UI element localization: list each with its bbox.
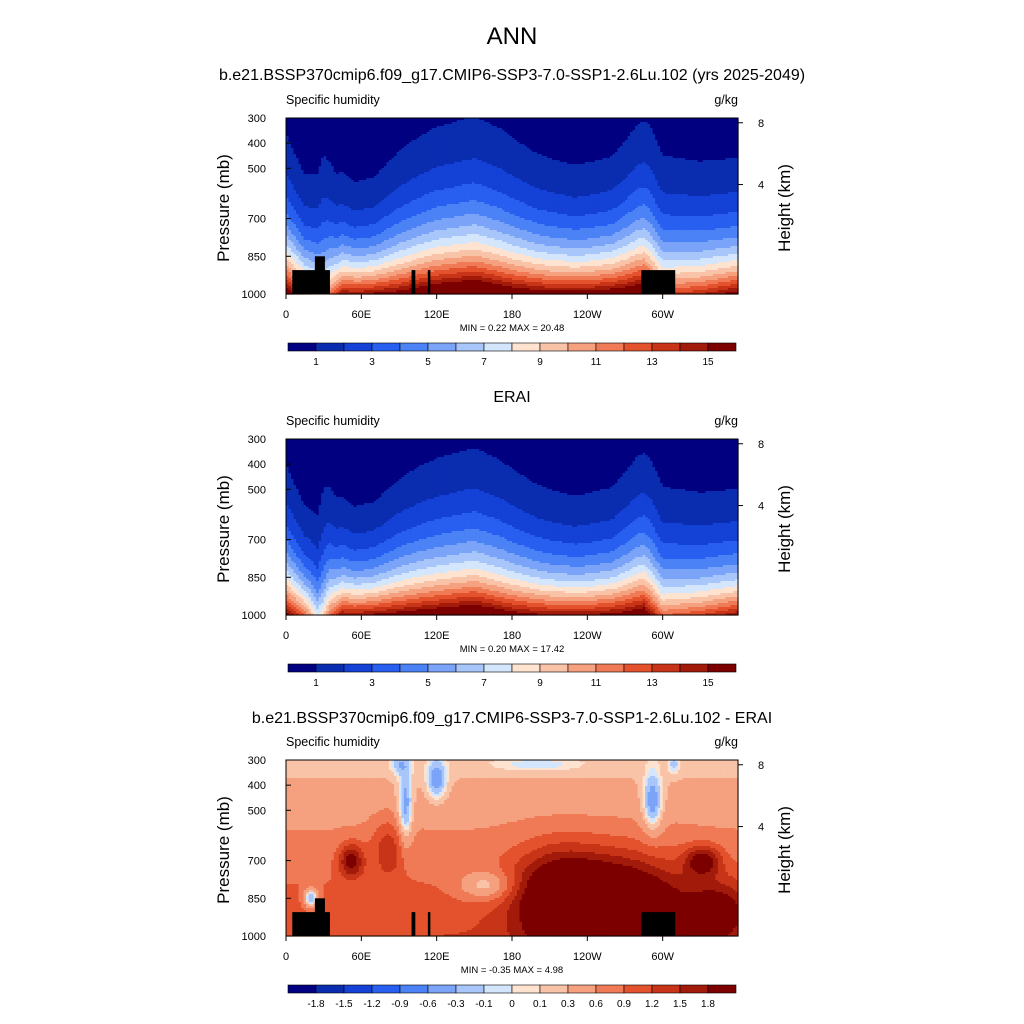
- units-label: g/kg: [714, 93, 738, 107]
- panel-title: b.e21.BSSP370cmip6.f09_g17.CMIP6-SSP3-7.…: [219, 67, 805, 84]
- heatmap-cells: [286, 118, 739, 295]
- panel-1: b.e21.BSSP370cmip6.f09_g17.CMIP6-SSP3-7.…: [214, 67, 805, 368]
- variable-label: Specific humidity: [286, 93, 381, 107]
- figure-title: ANN: [487, 23, 538, 50]
